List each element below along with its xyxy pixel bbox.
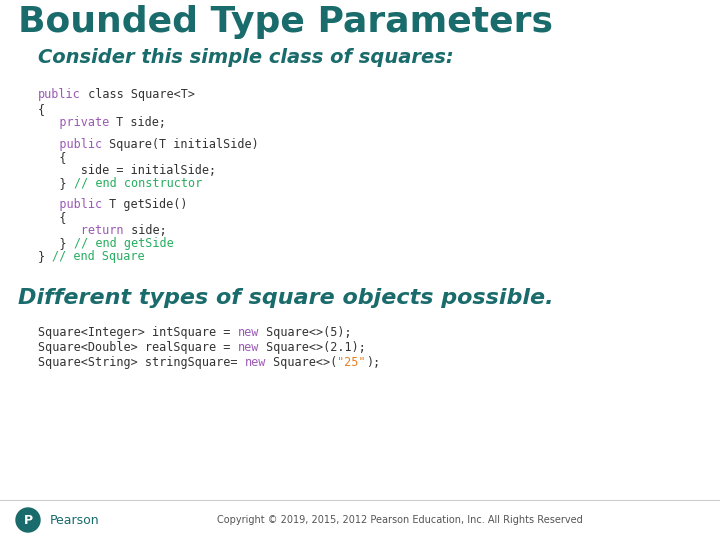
Text: side = initialSide;: side = initialSide; <box>38 164 216 177</box>
Text: {: { <box>38 211 66 224</box>
Text: public: public <box>38 138 102 151</box>
Text: Different types of square objects possible.: Different types of square objects possib… <box>18 288 554 308</box>
Text: Square(T initialSide): Square(T initialSide) <box>102 138 259 151</box>
Text: }: } <box>38 177 73 190</box>
Text: // end constructor: // end constructor <box>73 177 202 190</box>
Text: T getSide(): T getSide() <box>102 198 188 211</box>
Text: P: P <box>24 514 32 526</box>
Text: T side;: T side; <box>109 116 166 129</box>
Text: {: { <box>38 103 45 116</box>
Text: new: new <box>238 326 259 339</box>
Circle shape <box>16 508 40 532</box>
Text: Square<>(: Square<>( <box>266 356 337 369</box>
Text: Square<Integer> intSquare =: Square<Integer> intSquare = <box>38 326 238 339</box>
Text: return: return <box>38 224 124 237</box>
Text: public: public <box>38 88 81 101</box>
Text: public: public <box>38 198 102 211</box>
Text: Copyright © 2019, 2015, 2012 Pearson Education, Inc. All Rights Reserved: Copyright © 2019, 2015, 2012 Pearson Edu… <box>217 515 583 525</box>
Text: }: } <box>38 250 53 263</box>
Text: Consider this simple class of squares:: Consider this simple class of squares: <box>38 48 454 67</box>
Text: class Square<T>: class Square<T> <box>81 88 194 101</box>
Text: Square<String> stringSquare=: Square<String> stringSquare= <box>38 356 245 369</box>
Text: new: new <box>238 341 259 354</box>
Text: Square<>(5);: Square<>(5); <box>259 326 351 339</box>
Text: }: } <box>38 237 73 250</box>
Text: new: new <box>245 356 266 369</box>
Text: {: { <box>38 151 66 164</box>
Text: Pearson: Pearson <box>50 514 99 526</box>
Text: // end Square: // end Square <box>53 250 145 263</box>
Text: side;: side; <box>124 224 166 237</box>
Text: Square<Double> realSquare =: Square<Double> realSquare = <box>38 341 238 354</box>
Text: "25": "25" <box>337 356 366 369</box>
Text: );: ); <box>366 356 380 369</box>
Text: Square<>(2.1);: Square<>(2.1); <box>259 341 366 354</box>
Text: // end getSide: // end getSide <box>73 237 174 250</box>
Text: private: private <box>38 116 109 129</box>
Text: Bounded Type Parameters: Bounded Type Parameters <box>18 5 553 39</box>
